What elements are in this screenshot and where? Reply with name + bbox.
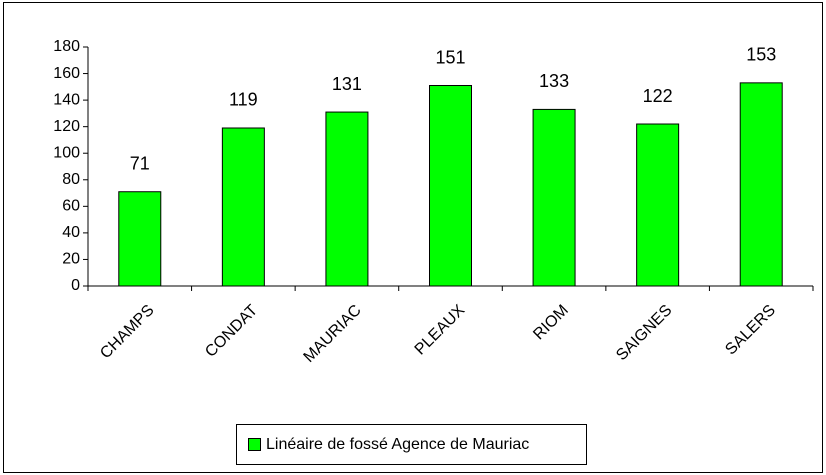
legend-box	[236, 424, 587, 465]
y-tick-label: 80	[62, 171, 80, 188]
y-tick-label: 60	[62, 198, 80, 215]
bar	[429, 85, 472, 287]
bar	[221, 127, 265, 287]
data-label: 122	[643, 86, 673, 106]
bar	[532, 108, 576, 287]
data-label: 131	[332, 74, 362, 94]
bar	[739, 82, 783, 287]
data-label: 119	[229, 90, 258, 110]
y-tick-label: 120	[53, 118, 80, 135]
data-label: 151	[435, 47, 465, 67]
legend-label: Linéaire de fossé Agence de Mauriac	[266, 436, 529, 453]
y-tick-label: 180	[53, 38, 80, 55]
legend-swatch	[248, 438, 261, 451]
bar	[325, 111, 369, 287]
bar	[118, 191, 162, 287]
data-label: 153	[746, 45, 776, 65]
y-tick-label: 100	[53, 144, 80, 161]
y-tick-label: 20	[62, 251, 80, 268]
bar	[636, 123, 680, 287]
y-tick-label: 140	[53, 91, 80, 108]
data-label: 133	[539, 71, 569, 91]
data-label: 71	[130, 153, 150, 173]
y-tick-label: 0	[71, 277, 80, 294]
y-tick-label: 40	[62, 224, 80, 241]
y-tick-label: 160	[53, 65, 80, 82]
